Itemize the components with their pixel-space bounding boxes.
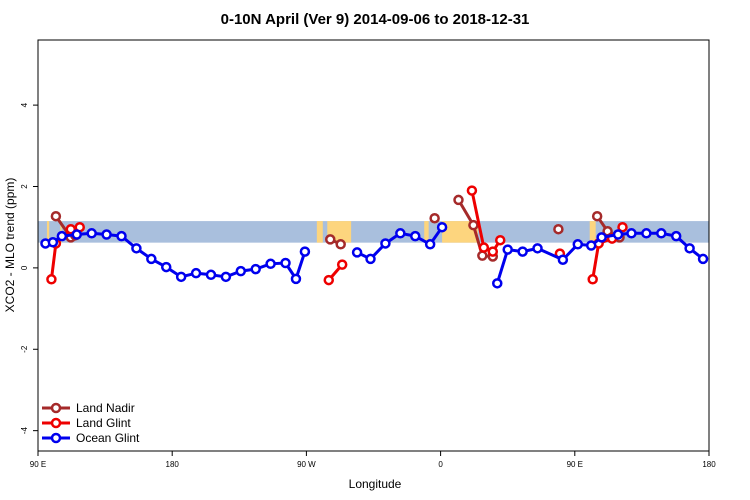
x-axis: 90 E 180 90 W 0 90 E 180 (30, 451, 716, 469)
ocean-glint-point (101, 229, 112, 240)
ocean-glint-point (47, 236, 59, 248)
legend-swatch-point (50, 432, 62, 444)
ocean-glint-point (146, 253, 157, 265)
ocean-glint-point (205, 269, 217, 281)
ocean-glint-point (557, 254, 569, 265)
land-nadir-point (553, 223, 564, 235)
legend-item-land-glint: Land Glint (42, 416, 131, 430)
land-glint-point (617, 221, 628, 233)
land-nadir-point (325, 234, 336, 245)
ocean-glint-point (410, 230, 421, 242)
ocean-glint-point (532, 243, 543, 254)
ocean-glint-point (365, 253, 376, 265)
ocean-glint-point (424, 239, 436, 250)
ocean-glint-point (596, 232, 607, 243)
land-glint-point (336, 259, 348, 270)
legend-item-land-nadir: Land Nadir (42, 401, 135, 415)
ocean-glint-point (697, 253, 709, 265)
plot-frame (37, 39, 710, 452)
y-tick-label: -4 (20, 427, 29, 435)
ocean-glint-series (40, 221, 709, 289)
x-axis-label: Longitude (349, 477, 402, 491)
legend-label: Land Glint (76, 416, 131, 430)
y-tick-label: -2 (20, 345, 29, 353)
land-nadir-point (453, 194, 464, 206)
land-glint-point (466, 185, 478, 196)
y-tick-label: 4 (20, 102, 29, 107)
ocean-band (38, 221, 709, 243)
plot-area (37, 39, 710, 452)
ocean-glint-point (131, 243, 142, 254)
ocean-glint-point (265, 258, 276, 270)
x-tick-label: 90 E (567, 460, 583, 469)
ocean-glint-point (160, 261, 172, 273)
ocean-glint-point (116, 230, 127, 242)
ocean-glint-point (56, 230, 68, 242)
ocean-glint-point (190, 267, 202, 279)
ocean-glint-point (436, 221, 448, 233)
ocean-glint-point (299, 246, 311, 257)
ocean-glint-point (235, 265, 247, 277)
ocean-glint-point (572, 239, 584, 250)
ocean-glint-point (395, 228, 406, 239)
land-glint-point (478, 242, 490, 253)
land-glint-point (587, 274, 598, 285)
ocean-glint-point (380, 238, 391, 249)
land-patch (46, 221, 50, 243)
land-glint-point (46, 274, 57, 285)
ocean-glint-point (656, 228, 667, 239)
ocean-glint-point (492, 278, 503, 289)
y-tick-label: 0 (20, 265, 29, 270)
ocean-glint-point (351, 247, 363, 258)
land-nadir-point (50, 210, 62, 222)
ocean-glint-point (290, 273, 302, 285)
ocean-glint-point (670, 230, 682, 242)
y-tick-label: 2 (20, 184, 29, 189)
ocean-glint-point (175, 271, 187, 283)
land-glint-point (323, 274, 335, 286)
land-glint-point (487, 246, 499, 257)
land-nadir-point (468, 219, 479, 231)
ocean-glint-point (502, 244, 513, 255)
ocean-glint-point (71, 229, 83, 240)
legend-swatch-point (50, 402, 62, 414)
land-patch (424, 221, 429, 243)
land-patch (589, 221, 596, 243)
land-nadir-point (477, 250, 488, 261)
land-nadir-series (50, 194, 625, 262)
ocean-glint-point (585, 240, 597, 251)
legend-label: Land Nadir (76, 401, 135, 415)
ocean-glint-point (612, 229, 624, 240)
land-patch (316, 221, 323, 243)
x-tick-label: 180 (166, 460, 180, 469)
land-glint-point (494, 234, 506, 246)
ocean-glint-point (626, 228, 637, 239)
ocean-glint-point (517, 246, 528, 257)
series-layer (40, 185, 709, 289)
legend-label: Ocean Glint (76, 431, 140, 445)
land-nadir-point (429, 212, 440, 224)
ocean-glint-point (86, 228, 97, 239)
ocean-glint-point (220, 271, 232, 283)
x-tick-label: 90 E (30, 460, 46, 469)
land-nadir-point (335, 239, 346, 250)
chart-title: 0-10N April (Ver 9) 2014-09-06 to 2018-1… (221, 11, 530, 28)
legend-item-ocean-glint: Ocean Glint (42, 431, 140, 445)
land-nadir-point (591, 210, 603, 222)
ocean-glint-point (641, 228, 652, 239)
legend-swatch-point (50, 417, 62, 429)
y-axis: -4 -2 0 2 4 (20, 102, 38, 434)
y-axis-label: XCO2 - MLO trend (ppm) (3, 178, 17, 313)
ocean-glint-point (684, 243, 695, 254)
x-tick-label: 0 (438, 460, 443, 469)
x-tick-label: 180 (702, 460, 716, 469)
ocean-glint-point (250, 263, 261, 275)
ocean-glint-point (280, 257, 291, 269)
x-tick-label: 90 W (297, 460, 316, 469)
